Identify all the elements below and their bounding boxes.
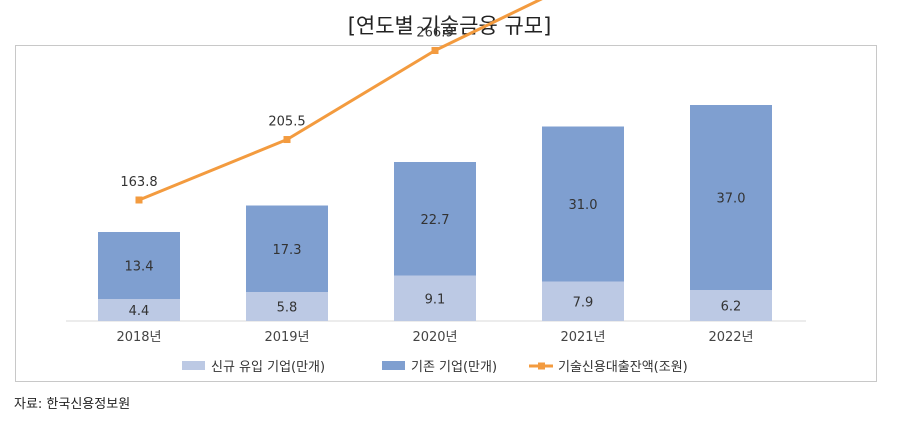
bars-layer [98, 105, 772, 321]
line-point-2 [431, 46, 439, 54]
x-tick-label-0: 2018년 [116, 330, 161, 345]
bar-new-3 [542, 281, 624, 321]
chart-title: [연도별 기술금융 규모] [347, 14, 552, 38]
line-label-1: 205.5 [268, 115, 305, 130]
line-layer [135, 0, 543, 204]
bar-existing-1 [246, 205, 328, 292]
label-new-3: 7.9 [573, 295, 594, 310]
x-tick-label-1: 2019년 [264, 330, 309, 345]
legend-swatch-marker [538, 362, 545, 370]
legend: 신규 유입 기업(만개) 기존 기업(만개) 기술신용대출잔액(조원) [182, 360, 688, 375]
legend-swatch-0 [182, 361, 205, 370]
bar-new-2 [394, 275, 476, 321]
label-existing-1: 17.3 [273, 243, 302, 258]
label-new-0: 4.4 [129, 304, 150, 319]
bar-new-0 [98, 299, 180, 321]
label-new-2: 9.1 [425, 292, 446, 307]
legend-swatch-1 [382, 361, 405, 370]
bar-existing-2 [394, 162, 476, 276]
source-note: 자료: 한국신용정보원 [14, 397, 131, 412]
x-tick-label-4: 2022년 [708, 330, 753, 345]
x-tick-label-2: 2020년 [412, 330, 457, 345]
legend-label-1: 기존 기업(만개) [411, 360, 497, 375]
label-new-4: 6.2 [721, 300, 742, 315]
bar-existing-0 [98, 232, 180, 299]
label-existing-3: 31.0 [569, 198, 598, 213]
line-point-1 [283, 136, 291, 144]
label-existing-0: 13.4 [125, 260, 154, 275]
x-tick-label-3: 2021년 [560, 330, 605, 345]
bar-new-4 [690, 290, 772, 321]
legend-label-0: 신규 유입 기업(만개) [211, 360, 325, 375]
bar-existing-3 [542, 126, 624, 282]
line-label-0: 163.8 [120, 175, 157, 190]
label-new-1: 5.8 [277, 301, 298, 316]
line-point-0 [135, 196, 143, 204]
bar-existing-4 [690, 105, 772, 290]
line-label-2: 266.9 [416, 25, 453, 40]
bar-new-1 [246, 292, 328, 321]
label-existing-2: 22.7 [421, 213, 450, 228]
labels-layer: 4.4 13.4 2018년 5.8 17.3 2019년 9.1 22.7 2020년 7.9 3… [116, 25, 753, 345]
label-existing-4: 37.0 [717, 192, 746, 207]
legend-label-2: 기술신용대출잔액(조원) [558, 360, 688, 375]
